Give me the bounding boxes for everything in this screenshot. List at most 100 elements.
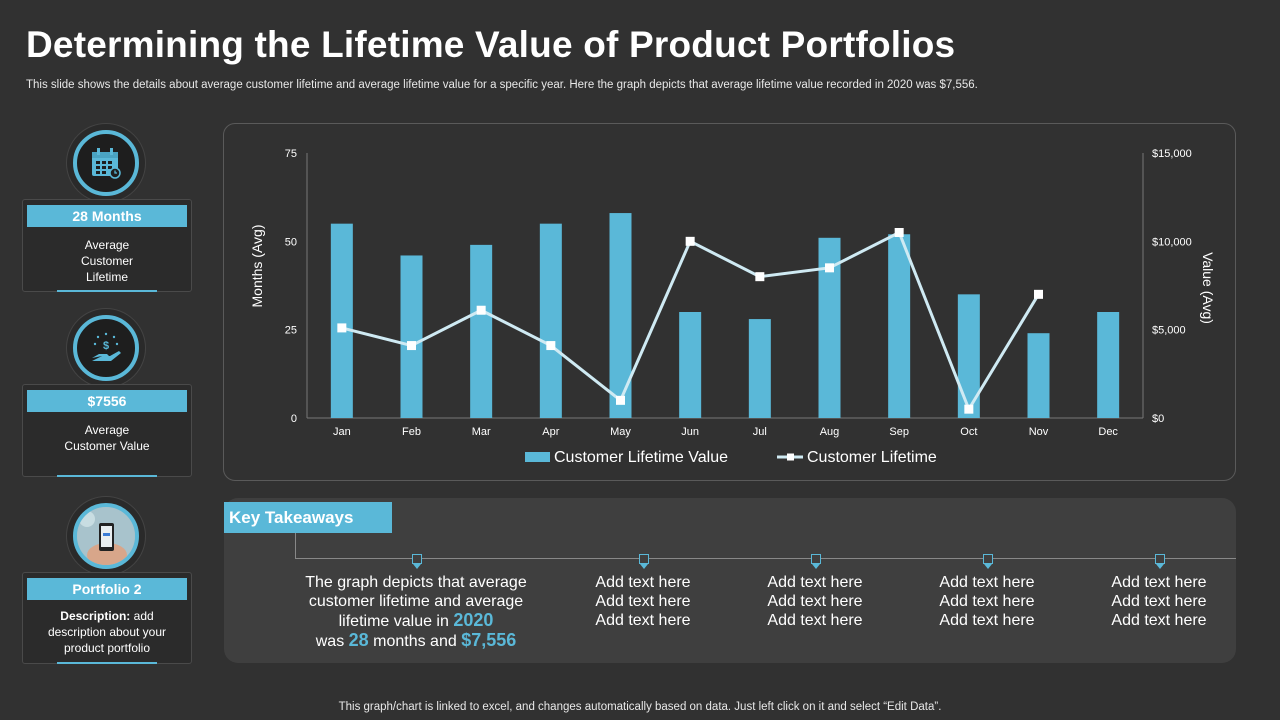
timeline-marker: [639, 554, 649, 569]
y2-tick-label: $5,000: [1152, 325, 1186, 337]
point-may: [616, 395, 625, 405]
stat-circle: [66, 123, 146, 203]
legend-label-bar: Customer Lifetime Value: [554, 449, 728, 466]
y-tick-label: 75: [285, 148, 297, 160]
bar-jan: [330, 223, 353, 418]
stat-value: 28 Months: [27, 205, 187, 227]
stat-box: Portfolio 2 Description: add description…: [22, 572, 192, 664]
timeline-marker: [412, 554, 422, 569]
takeaways-panel: [224, 498, 1236, 663]
stat-label: Average Customer Value: [64, 423, 150, 453]
page-subtitle: This slide shows the details about avera…: [26, 79, 978, 91]
timeline-connector: [295, 533, 296, 558]
takeaway-highlight-months: 28: [348, 630, 369, 650]
stat-value: Portfolio 2: [27, 578, 187, 600]
placeholder-line: Add text here: [595, 574, 691, 591]
stat-label: Average Customer Lifetime: [80, 238, 133, 284]
x-tick-label: May: [610, 426, 631, 438]
bar-jul: [748, 319, 771, 418]
x-tick-label: Mar: [472, 426, 491, 438]
x-tick-label: Feb: [402, 426, 421, 438]
point-oct: [964, 404, 974, 414]
legend-swatch-marker: [787, 453, 794, 461]
x-tick-label: Aug: [820, 426, 840, 438]
takeaway-placeholder[interactable]: Add text here Add text here Add text her…: [917, 573, 1057, 630]
phone-photo-icon: [77, 507, 135, 565]
y-tick-label: 50: [285, 236, 297, 248]
x-tick-label: Sep: [889, 426, 909, 438]
footer-note: This graph/chart is linked to excel, and…: [338, 701, 942, 713]
page-title: Determining the Lifetime Value of Produc…: [26, 24, 956, 65]
placeholder-line: Add text here: [939, 612, 1035, 629]
bar-feb: [400, 255, 423, 418]
takeaways-label: Key Takeaways: [224, 502, 392, 533]
point-nov: [1034, 289, 1043, 299]
y-tick-label: 0: [291, 413, 297, 425]
takeaway-placeholder[interactable]: Add text here Add text here Add text her…: [745, 573, 885, 630]
y-tick-label: 25: [285, 325, 297, 337]
placeholder-line: Add text here: [939, 574, 1035, 591]
takeaway-placeholder[interactable]: Add text here Add text here Add text her…: [573, 573, 713, 630]
takeaway-main-text: The graph depicts that average customer …: [298, 573, 534, 651]
stat-label-text: add description about your product portf…: [47, 609, 167, 655]
calendar-icon: [92, 148, 121, 179]
bar-apr: [539, 223, 562, 418]
bar-jun: [679, 312, 702, 418]
point-jun: [685, 236, 695, 246]
point-aug: [825, 263, 834, 273]
stat-label-bold: Description:: [60, 609, 131, 623]
bar-nov: [1027, 333, 1050, 418]
legend-label-line: Customer Lifetime: [807, 449, 937, 466]
point-feb: [407, 341, 416, 351]
point-jan: [337, 323, 347, 333]
timeline-marker: [1155, 554, 1165, 569]
timeline-marker: [811, 554, 821, 569]
point-mar: [476, 305, 486, 315]
placeholder-line: Add text here: [1111, 574, 1207, 591]
placeholder-line: Add text here: [767, 574, 863, 591]
bar-aug: [818, 237, 841, 418]
legend-swatch-bar: [525, 452, 550, 462]
bar-dec: [1097, 312, 1120, 418]
placeholder-line: Add text here: [1111, 593, 1207, 610]
bar-mar: [470, 244, 493, 418]
bar-oct: [957, 294, 980, 418]
timeline-marker: [983, 554, 993, 569]
takeaway-highlight-year: 2020: [453, 610, 494, 630]
x-tick-label: Dec: [1098, 426, 1118, 438]
bar-may: [609, 213, 632, 418]
x-tick-label: Jan: [333, 426, 351, 438]
x-tick-label: Oct: [960, 426, 977, 438]
placeholder-line: Add text here: [595, 593, 691, 610]
y2-axis-label: Value (Avg): [1200, 252, 1216, 324]
stat-circle: [66, 496, 146, 576]
x-tick-label: Apr: [542, 426, 559, 438]
stat-box: 28 Months Average Customer Lifetime: [22, 199, 192, 292]
point-sep: [894, 228, 904, 237]
x-tick-label: Jun: [681, 426, 699, 438]
placeholder-line: Add text here: [1111, 612, 1207, 629]
takeaway-text-part: was: [315, 633, 345, 650]
y2-tick-label: $10,000: [1152, 236, 1192, 248]
money-hand-icon: $: [92, 332, 121, 361]
takeaway-placeholder[interactable]: Add text here Add text here Add text her…: [1089, 573, 1229, 630]
stat-circle: $: [66, 308, 146, 388]
takeaway-text-part: The graph depicts that average customer …: [305, 574, 527, 630]
timeline-line: [295, 558, 1236, 559]
takeaway-highlight-value: $7,556: [461, 630, 517, 650]
point-jul: [755, 272, 765, 282]
chart-panel: [223, 123, 1236, 481]
placeholder-line: Add text here: [595, 612, 691, 629]
placeholder-line: Add text here: [767, 612, 863, 629]
bar-sep: [888, 234, 911, 418]
takeaway-text-part: months and: [373, 633, 457, 650]
placeholder-line: Add text here: [939, 593, 1035, 610]
stat-value: $7556: [27, 390, 187, 412]
svg-text:$: $: [103, 340, 109, 352]
x-tick-label: Jul: [753, 426, 767, 438]
point-apr: [546, 341, 556, 351]
y2-tick-label: $0: [1152, 413, 1164, 425]
y-axis-label: Months (Avg): [249, 225, 265, 308]
x-tick-label: Nov: [1029, 426, 1049, 438]
